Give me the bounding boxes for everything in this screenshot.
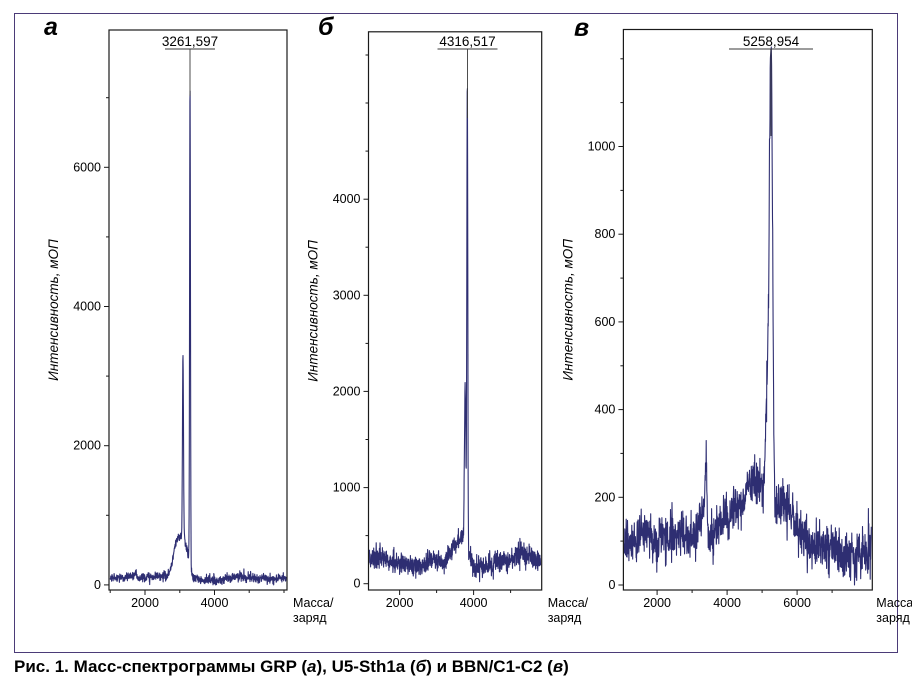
- svg-text:6000: 6000: [73, 160, 101, 174]
- svg-text:3261,597: 3261,597: [162, 34, 218, 49]
- svg-text:2000: 2000: [333, 384, 361, 398]
- svg-text:200: 200: [595, 490, 616, 504]
- svg-text:заряд: заряд: [548, 611, 582, 625]
- svg-text:1000: 1000: [588, 140, 616, 154]
- svg-text:4000: 4000: [713, 596, 741, 610]
- svg-text:заряд: заряд: [876, 611, 910, 625]
- svg-text:4000: 4000: [460, 596, 488, 610]
- svg-text:6000: 6000: [783, 596, 811, 610]
- svg-text:2000: 2000: [386, 596, 414, 610]
- svg-text:5258,954: 5258,954: [743, 34, 800, 49]
- svg-text:4316,517: 4316,517: [439, 34, 495, 49]
- svg-text:4000: 4000: [73, 300, 101, 314]
- svg-text:600: 600: [595, 315, 616, 329]
- svg-text:заряд: заряд: [293, 611, 327, 625]
- svg-text:2000: 2000: [73, 439, 101, 453]
- svg-text:0: 0: [354, 577, 361, 591]
- svg-text:2000: 2000: [643, 596, 671, 610]
- svg-text:4000: 4000: [201, 596, 229, 610]
- svg-text:0: 0: [608, 578, 615, 592]
- svg-text:2000: 2000: [131, 596, 159, 610]
- svg-text:3000: 3000: [333, 288, 361, 302]
- svg-text:1000: 1000: [333, 481, 361, 495]
- svg-text:Интенсивность, мОП: Интенсивность, мОП: [46, 239, 61, 381]
- svg-text:Интенсивность, мОП: Интенсивность, мОП: [306, 240, 321, 382]
- svg-text:Масса/: Масса/: [293, 596, 334, 610]
- svg-text:400: 400: [595, 403, 616, 417]
- svg-text:800: 800: [595, 227, 616, 241]
- svg-text:0: 0: [94, 578, 101, 592]
- svg-text:4000: 4000: [333, 192, 361, 206]
- svg-text:Интенсивность, мОП: Интенсивность, мОП: [560, 239, 575, 381]
- svg-text:Масса/: Масса/: [876, 596, 912, 610]
- svg-text:Масса/: Масса/: [548, 596, 589, 610]
